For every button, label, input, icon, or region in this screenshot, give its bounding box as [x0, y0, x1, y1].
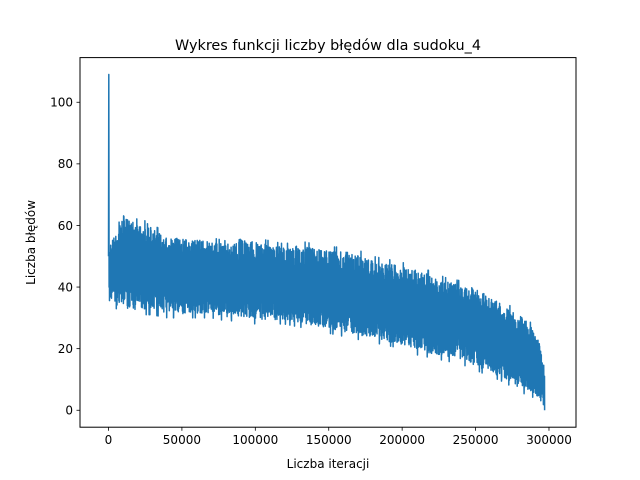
series-layer: [107, 73, 546, 411]
x-tick-label: 200000: [379, 433, 425, 447]
x-tick-label: 50000: [163, 433, 201, 447]
x-axis-label: Liczba iteracji: [287, 457, 370, 471]
y-axis: 0 20 40 60 80 100: [50, 96, 80, 418]
axes-frame: [79, 57, 577, 428]
y-tick-label: 40: [58, 280, 73, 294]
x-tick-label: 250000: [453, 433, 499, 447]
series-line: [107, 73, 546, 411]
x-axis: 0 50000 100000 150000 200000 250000 300000: [105, 427, 572, 447]
x-tick-label: 0: [105, 433, 113, 447]
y-axis-label: Liczba błędów: [24, 200, 38, 285]
x-tick-label: 300000: [526, 433, 572, 447]
y-tick-label: 20: [58, 342, 73, 356]
y-tick-label: 0: [65, 404, 73, 418]
y-tick-label: 60: [58, 219, 73, 233]
x-tick-label: 150000: [306, 433, 352, 447]
y-tick-label: 100: [50, 96, 73, 110]
chart-title: Wykres funkcji liczby błędów dla sudoku_…: [175, 38, 481, 54]
y-tick-label: 80: [58, 157, 73, 171]
x-tick-label: 100000: [232, 433, 278, 447]
